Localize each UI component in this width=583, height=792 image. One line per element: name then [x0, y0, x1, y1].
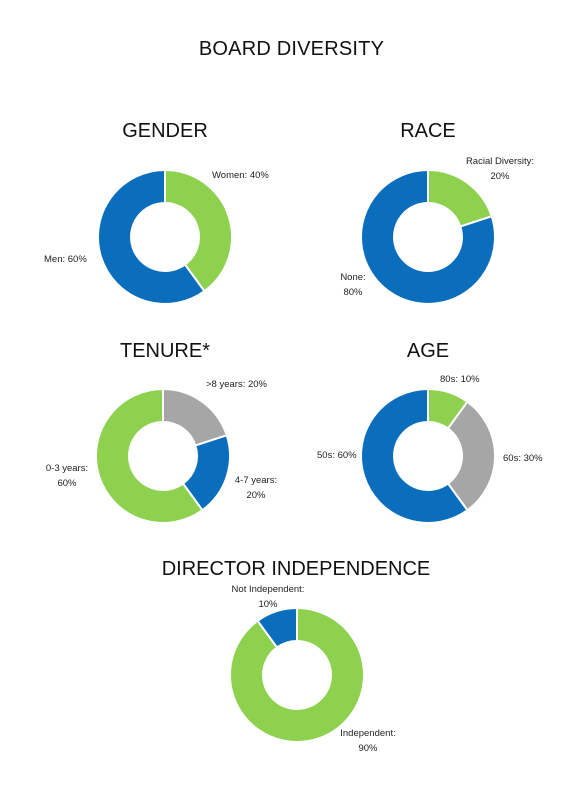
- 4-7-years-label-value: 20%: [246, 490, 266, 501]
- not-independent-slice-label: Not Independent: 10%: [218, 582, 318, 612]
- 0-3-years-slice-label: 0-3 years: 60%: [36, 461, 98, 491]
- age-donut: [360, 387, 496, 524]
- none-slice-label: None: 80%: [330, 270, 376, 300]
- slice-0-3-years: [95, 387, 204, 524]
- age-chart-title: AGE: [406, 340, 450, 362]
- 4-7-years-slice-label: 4-7 years: 20%: [226, 473, 286, 503]
- slice-men: [97, 168, 206, 305]
- race-chart-title: RACE: [400, 120, 456, 142]
- racial-diversity-label-name: Racial Diversity:: [465, 156, 535, 167]
- slice-not-independent: [256, 606, 298, 649]
- independence-donut: [229, 606, 365, 743]
- tenure-chart-title: TENURE*: [119, 340, 210, 362]
- slice-independent: [229, 606, 365, 743]
- 80s-slice-label: 80s: 10%: [440, 374, 480, 385]
- independent-slice-label: Independent: 90%: [330, 726, 406, 756]
- page-title: BOARD DIVERSITY: [198, 38, 385, 60]
- slice-50s: [360, 387, 469, 524]
- men-slice-label: Men: 60%: [44, 254, 87, 265]
- racial-diversity-label-value: 20%: [490, 171, 510, 182]
- slice-none: [360, 168, 496, 305]
- gender-donut: [97, 168, 233, 305]
- independent-label-name: Independent:: [340, 728, 396, 739]
- 50s-slice-label: 50s: 60%: [317, 450, 357, 461]
- 4-7-years-label-name: 4-7 years:: [234, 475, 278, 486]
- slice-60s: [446, 400, 496, 512]
- gender-chart-title: GENDER: [122, 120, 208, 142]
- race-donut: [360, 168, 496, 305]
- women-slice-label: Women: 40%: [212, 170, 269, 181]
- not-independent-label-value: 10%: [258, 599, 278, 610]
- racial-diversity-slice-label: Racial Diversity: 20%: [450, 154, 550, 184]
- none-label-name: None:: [340, 272, 366, 283]
- 0-3-years-label-name: 0-3 years:: [45, 463, 89, 474]
- 60s-slice-label: 60s: 30%: [503, 453, 543, 464]
- over-8-years-slice-label: >8 years: 20%: [206, 379, 267, 390]
- not-independent-label-name: Not Independent:: [231, 584, 305, 595]
- slice-over-8-years: [162, 387, 228, 447]
- independent-label-value: 90%: [358, 743, 378, 754]
- tenure-donut: [95, 387, 231, 524]
- 0-3-years-label-value: 60%: [57, 478, 77, 489]
- slice-women: [164, 168, 233, 293]
- none-label-value: 80%: [343, 287, 363, 298]
- independence-chart-title: DIRECTOR INDEPENDENCE: [161, 558, 431, 580]
